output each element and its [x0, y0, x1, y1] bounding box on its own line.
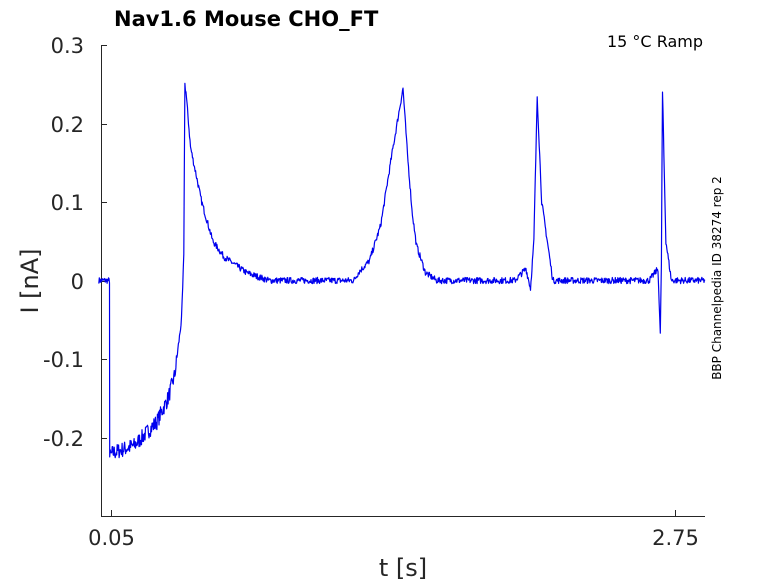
y-tick-label: 0: [71, 270, 84, 294]
side-label: BBP Channelpedia ID 38274 rep 2: [710, 176, 724, 380]
y-tick-label: 0.3: [51, 34, 84, 58]
traces: [98, 82, 706, 459]
x-tick-label: 2.75: [652, 526, 699, 550]
y-tick-label: -0.2: [43, 427, 84, 451]
y-ticks: -0.2 -0.1 0 0.1 0.2 0.3: [43, 34, 107, 451]
y-tick-label: 0.2: [51, 113, 84, 137]
y-axis-label: I [nA]: [16, 248, 44, 313]
x-axis-label: t [s]: [379, 554, 427, 582]
y-tick-label: 0.1: [51, 191, 84, 215]
chart-title: Nav1.6 Mouse CHO_FT: [114, 7, 379, 31]
x-tick-label: 0.05: [88, 526, 135, 550]
chart-annotation: 15 °C Ramp: [607, 32, 703, 51]
series-line-1: [98, 82, 706, 459]
x-ticks: 0.05 2.75: [88, 510, 699, 550]
y-tick-label: -0.1: [43, 348, 84, 372]
plot-area: -0.2 -0.1 0 0.1 0.2 0.3 0.05 2.75: [43, 34, 706, 550]
